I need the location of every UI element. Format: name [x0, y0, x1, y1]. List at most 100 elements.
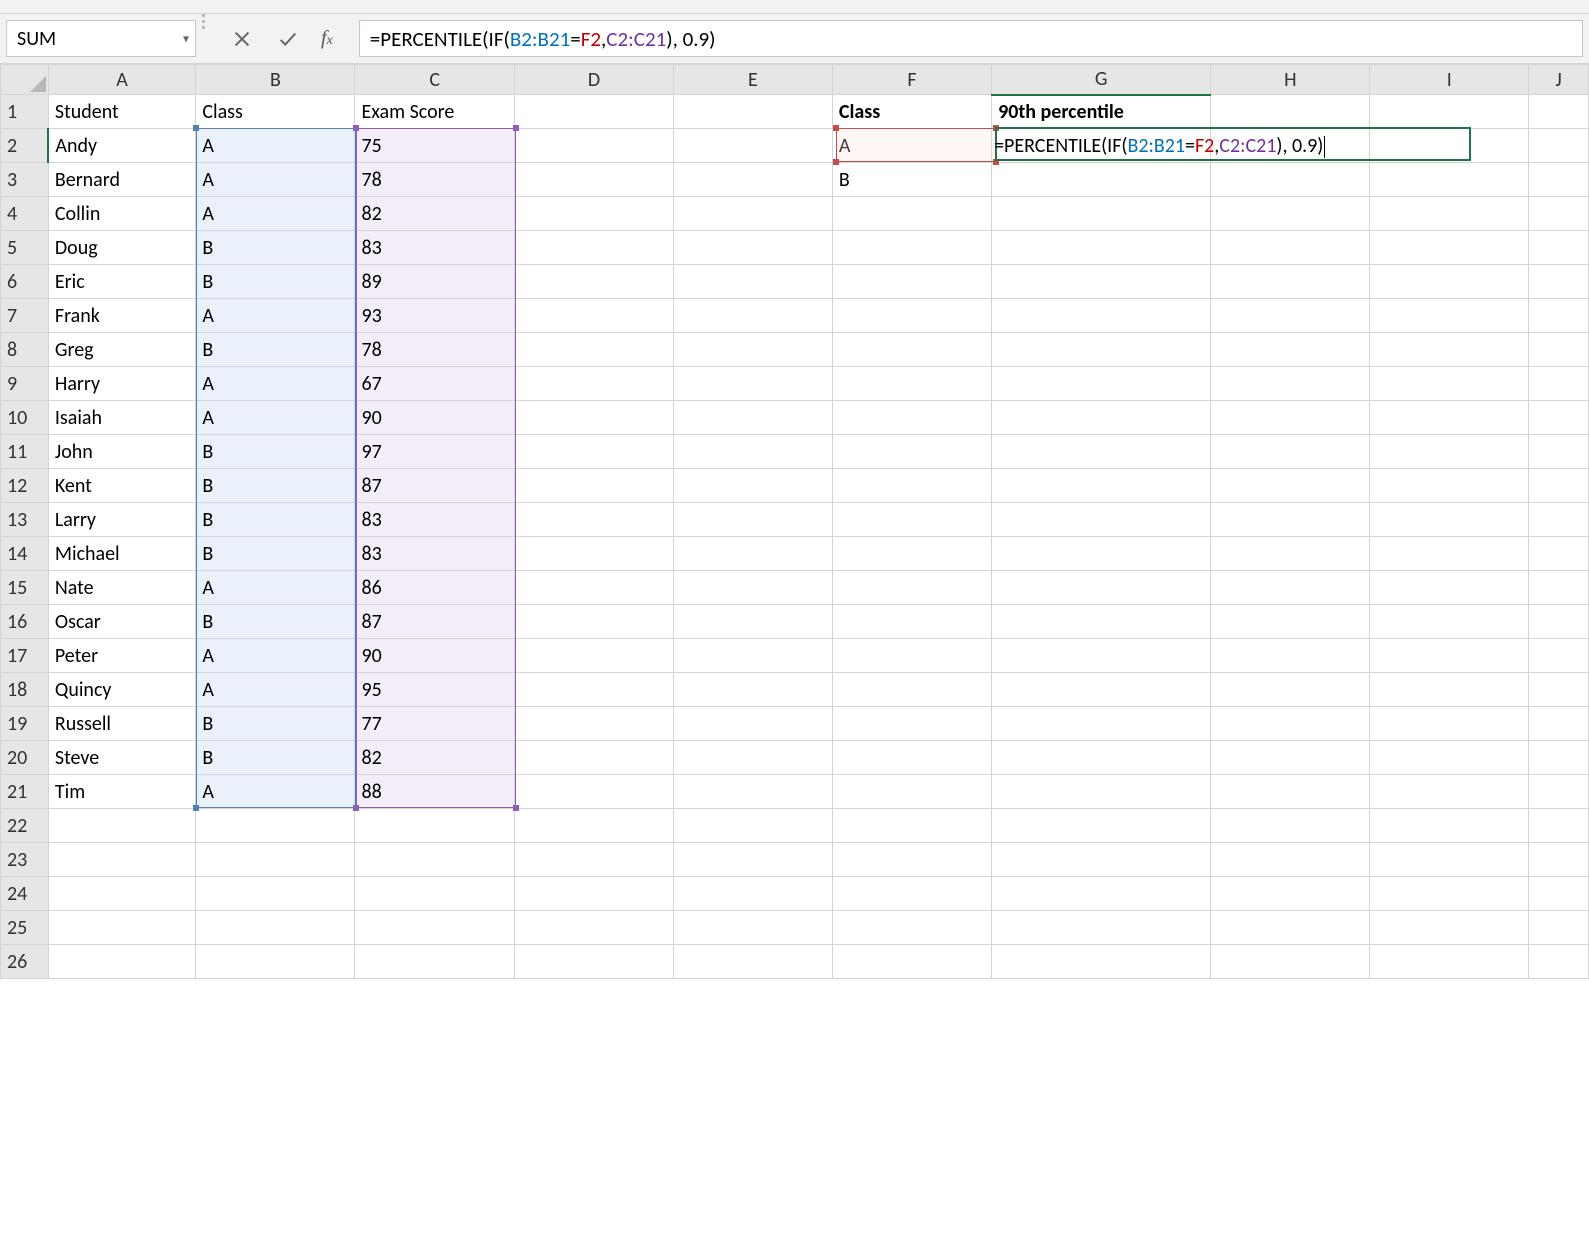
cell-A1[interactable]: Student [48, 95, 195, 129]
cell-D5[interactable] [515, 231, 674, 265]
cell-F2[interactable]: A [832, 129, 991, 163]
grid[interactable]: ABCDEFGHIJ1StudentClassExam ScoreClass90… [0, 64, 1589, 979]
cell-I3[interactable] [1370, 163, 1529, 197]
cell-J24[interactable] [1529, 877, 1589, 911]
cell-B23[interactable] [196, 843, 355, 877]
cell-B25[interactable] [196, 911, 355, 945]
row-header-11[interactable]: 11 [1, 435, 49, 469]
cell-H6[interactable] [1211, 265, 1370, 299]
cell-C26[interactable] [355, 945, 515, 979]
row-header-5[interactable]: 5 [1, 231, 49, 265]
cell-G26[interactable] [992, 945, 1211, 979]
cell-D22[interactable] [515, 809, 674, 843]
cancel-icon[interactable] [229, 26, 255, 52]
cell-B3[interactable]: A [196, 163, 355, 197]
row-header-17[interactable]: 17 [1, 639, 49, 673]
cell-H11[interactable] [1211, 435, 1370, 469]
cell-B8[interactable]: B [196, 333, 355, 367]
cell-F17[interactable] [832, 639, 991, 673]
cell-D14[interactable] [515, 537, 674, 571]
cell-D4[interactable] [515, 197, 674, 231]
cell-E20[interactable] [673, 741, 832, 775]
cell-G9[interactable] [992, 367, 1211, 401]
cell-F10[interactable] [832, 401, 991, 435]
cell-D17[interactable] [515, 639, 674, 673]
cell-D7[interactable] [515, 299, 674, 333]
cell-F16[interactable] [832, 605, 991, 639]
row-header-15[interactable]: 15 [1, 571, 49, 605]
cell-J4[interactable] [1529, 197, 1589, 231]
col-header-D[interactable]: D [515, 65, 674, 95]
col-header-I[interactable]: I [1370, 65, 1529, 95]
cell-F7[interactable] [832, 299, 991, 333]
cell-I16[interactable] [1370, 605, 1529, 639]
cell-D20[interactable] [515, 741, 674, 775]
cell-H20[interactable] [1211, 741, 1370, 775]
cell-E2[interactable] [673, 129, 832, 163]
cell-G12[interactable] [992, 469, 1211, 503]
col-header-G[interactable]: G [992, 65, 1211, 95]
cell-I26[interactable] [1370, 945, 1529, 979]
cell-A7[interactable]: Frank [48, 299, 195, 333]
row-header-22[interactable]: 22 [1, 809, 49, 843]
cell-B2[interactable]: A [196, 129, 355, 163]
cell-J9[interactable] [1529, 367, 1589, 401]
cell-B14[interactable]: B [196, 537, 355, 571]
cell-F11[interactable] [832, 435, 991, 469]
cell-B18[interactable]: A [196, 673, 355, 707]
cell-B15[interactable]: A [196, 571, 355, 605]
cell-G25[interactable] [992, 911, 1211, 945]
row-header-10[interactable]: 10 [1, 401, 49, 435]
cell-C9[interactable]: 67 [355, 367, 515, 401]
col-header-F[interactable]: F [832, 65, 991, 95]
cell-J25[interactable] [1529, 911, 1589, 945]
row-header-25[interactable]: 25 [1, 911, 49, 945]
cell-H1[interactable] [1211, 95, 1370, 129]
cell-H7[interactable] [1211, 299, 1370, 333]
cell-C8[interactable]: 78 [355, 333, 515, 367]
cell-C4[interactable]: 82 [355, 197, 515, 231]
cell-I8[interactable] [1370, 333, 1529, 367]
name-box-dropdown-icon[interactable]: ▾ [183, 31, 189, 46]
cell-J5[interactable] [1529, 231, 1589, 265]
cell-C10[interactable]: 90 [355, 401, 515, 435]
cell-J19[interactable] [1529, 707, 1589, 741]
cell-J13[interactable] [1529, 503, 1589, 537]
cell-A11[interactable]: John [48, 435, 195, 469]
cell-A10[interactable]: Isaiah [48, 401, 195, 435]
cell-A23[interactable] [48, 843, 195, 877]
cell-G23[interactable] [992, 843, 1211, 877]
cell-H10[interactable] [1211, 401, 1370, 435]
cell-H22[interactable] [1211, 809, 1370, 843]
cell-B4[interactable]: A [196, 197, 355, 231]
col-header-E[interactable]: E [673, 65, 832, 95]
cell-G4[interactable] [992, 197, 1211, 231]
cell-H8[interactable] [1211, 333, 1370, 367]
cell-E6[interactable] [673, 265, 832, 299]
formula-input[interactable]: =PERCENTILE(IF(B2:B21=F2,C2:C21), 0.9) [359, 20, 1583, 57]
cell-F21[interactable] [832, 775, 991, 809]
cell-A26[interactable] [48, 945, 195, 979]
cell-E21[interactable] [673, 775, 832, 809]
row-header-20[interactable]: 20 [1, 741, 49, 775]
cell-B13[interactable]: B [196, 503, 355, 537]
cell-B24[interactable] [196, 877, 355, 911]
cell-G18[interactable] [992, 673, 1211, 707]
cell-A14[interactable]: Michael [48, 537, 195, 571]
cell-C16[interactable]: 87 [355, 605, 515, 639]
cell-C2[interactable]: 75 [355, 129, 515, 163]
cell-J26[interactable] [1529, 945, 1589, 979]
cell-C11[interactable]: 97 [355, 435, 515, 469]
cell-G1[interactable]: 90th percentile [992, 95, 1211, 129]
fx-icon[interactable]: fx [321, 27, 341, 50]
cell-E23[interactable] [673, 843, 832, 877]
cell-F1[interactable]: Class [832, 95, 991, 129]
cell-C21[interactable]: 88 [355, 775, 515, 809]
cell-H26[interactable] [1211, 945, 1370, 979]
cell-G2[interactable]: =PERCENTILE(IF(B2:B21=F2,C2:C21), 0.9) [992, 129, 1211, 163]
cell-G5[interactable] [992, 231, 1211, 265]
cell-D21[interactable] [515, 775, 674, 809]
cell-C13[interactable]: 83 [355, 503, 515, 537]
cell-J1[interactable] [1529, 95, 1589, 129]
cell-C15[interactable]: 86 [355, 571, 515, 605]
